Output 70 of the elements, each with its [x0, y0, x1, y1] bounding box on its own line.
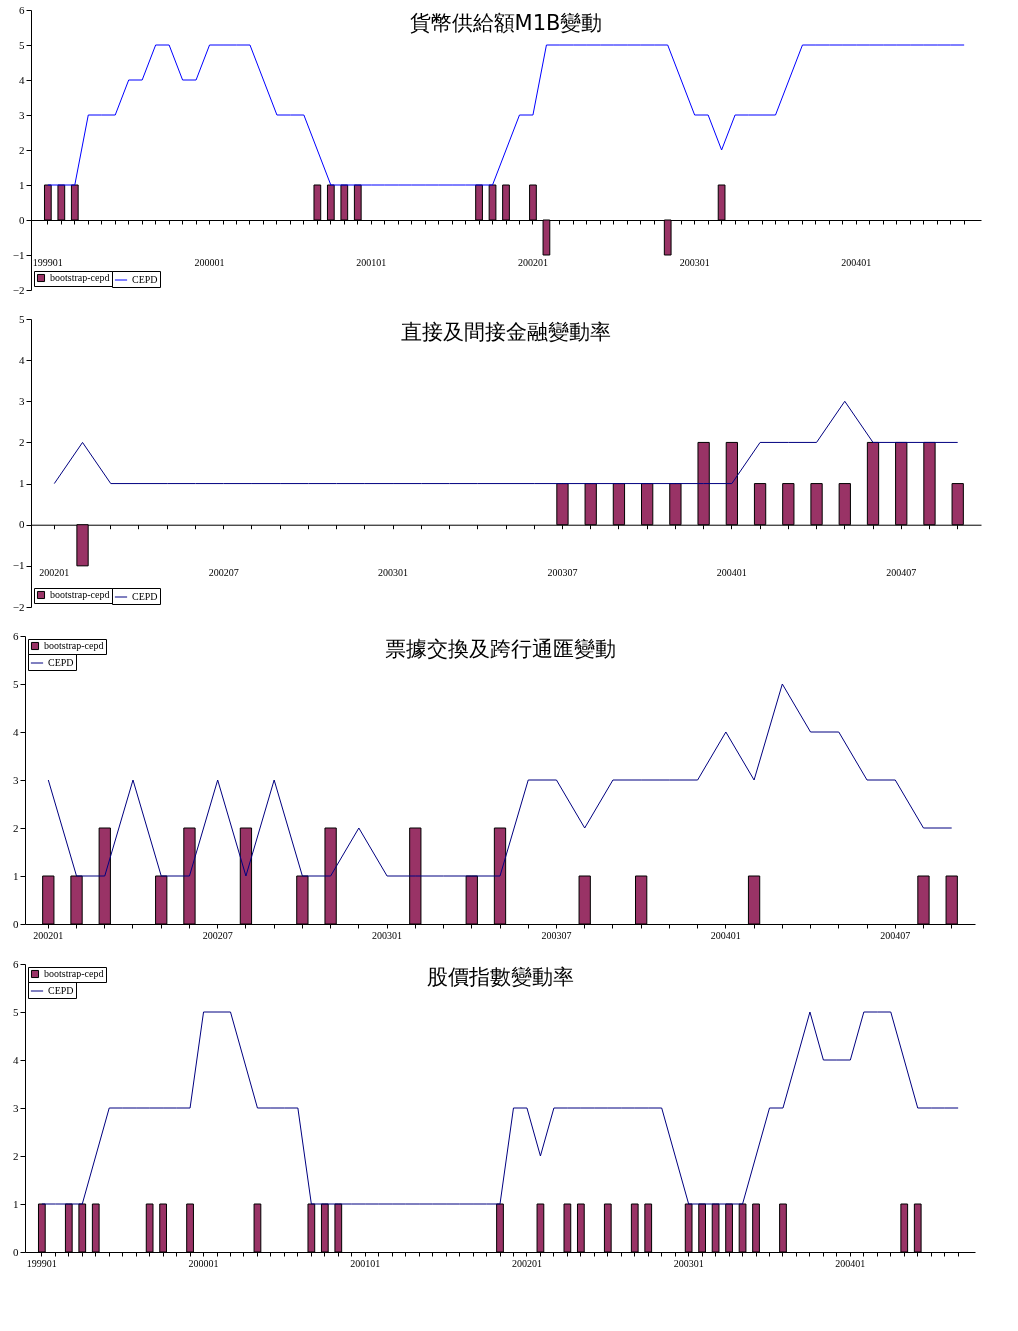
chart-title: 股價指數變動率 — [426, 965, 574, 989]
x-tick-label: 200201 — [39, 567, 70, 579]
y-tick-label: 3 — [13, 773, 19, 786]
legend-label: bootstrap-cepd — [44, 968, 104, 979]
y-tick-label: 0 — [19, 213, 25, 226]
chart-title: 票據交換及跨行通匯變動 — [384, 637, 616, 661]
legend-label: bootstrap-cepd — [50, 589, 110, 600]
line-series — [47, 683, 953, 877]
x-tick-label: 200301 — [372, 929, 403, 941]
legend-label: bootstrap-cepd — [44, 640, 104, 651]
y-tick-label: 2 — [13, 1149, 19, 1162]
x-tick-label: 200101 — [350, 1257, 381, 1269]
y-tick-label: −2 — [12, 600, 25, 613]
x-tick-label: 200201 — [511, 1257, 542, 1269]
x-tick-label: 200207 — [208, 567, 239, 579]
y-tick-label: 2 — [19, 435, 25, 448]
y-tick-label: 0 — [19, 518, 25, 531]
legend-label: CEPD — [48, 657, 74, 668]
y-tick-label: 1 — [19, 178, 25, 191]
y-tick-label: 3 — [19, 394, 25, 407]
y-tick-label: 4 — [13, 1053, 19, 1066]
y-tick-label: −1 — [12, 559, 25, 572]
y-tick-label: 4 — [19, 353, 25, 366]
y-tick-label: 6 — [13, 957, 19, 970]
x-tick-label: 200001 — [188, 1257, 219, 1269]
x-tick-label: 200301 — [378, 567, 409, 579]
y-tick-label: 3 — [13, 1101, 19, 1114]
x-tick-label: 200307 — [541, 929, 572, 941]
x-tick-label: 200201 — [517, 256, 548, 268]
y-tick-label: 2 — [19, 143, 25, 156]
y-tick-label: −1 — [12, 248, 25, 261]
x-tick-label: 200401 — [841, 256, 872, 268]
x-tick-label: 200407 — [880, 929, 911, 941]
y-tick-label: 2 — [13, 821, 19, 834]
x-tick-label: 199901 — [32, 256, 63, 268]
x-tick-label: 200301 — [673, 1257, 704, 1269]
x-tick-label: 200101 — [356, 256, 387, 268]
legend-label: CEPD — [132, 274, 158, 285]
y-tick-label: 4 — [13, 725, 19, 738]
x-tick-label: 200401 — [716, 567, 747, 579]
line-series — [41, 1011, 959, 1205]
x-tick-label: 200401 — [835, 1257, 866, 1269]
y-tick-label: 5 — [19, 312, 25, 325]
x-tick-label: 200301 — [679, 256, 710, 268]
y-tick-label: 5 — [19, 38, 25, 51]
y-tick-label: 5 — [13, 677, 19, 690]
x-tick-label: 199901 — [26, 1257, 57, 1269]
y-tick-label: 1 — [13, 869, 19, 882]
line-series — [47, 44, 965, 186]
x-tick-label: 200201 — [33, 929, 64, 941]
y-tick-label: 5 — [13, 1005, 19, 1018]
chart-title: 貨幣供給額M1B變動 — [409, 11, 603, 35]
x-tick-label: 200001 — [194, 256, 225, 268]
chart-title: 直接及間接金融變動率 — [401, 320, 611, 344]
y-tick-label: 1 — [13, 1197, 19, 1210]
y-tick-label: 0 — [13, 917, 19, 930]
legend-label: CEPD — [48, 985, 74, 996]
y-tick-label: 6 — [13, 629, 19, 642]
y-tick-label: 1 — [19, 477, 25, 490]
y-tick-label: 6 — [19, 3, 25, 16]
x-tick-label: 200207 — [202, 929, 233, 941]
y-tick-label: −2 — [12, 283, 25, 296]
x-tick-label: 200307 — [547, 567, 578, 579]
y-tick-label: 0 — [13, 1245, 19, 1258]
x-tick-label: 200401 — [710, 929, 741, 941]
legend-label: CEPD — [132, 591, 158, 602]
x-tick-label: 200407 — [886, 567, 917, 579]
y-tick-label: 3 — [19, 108, 25, 121]
legend-label: bootstrap-cepd — [50, 272, 110, 283]
y-tick-label: 4 — [19, 73, 25, 86]
